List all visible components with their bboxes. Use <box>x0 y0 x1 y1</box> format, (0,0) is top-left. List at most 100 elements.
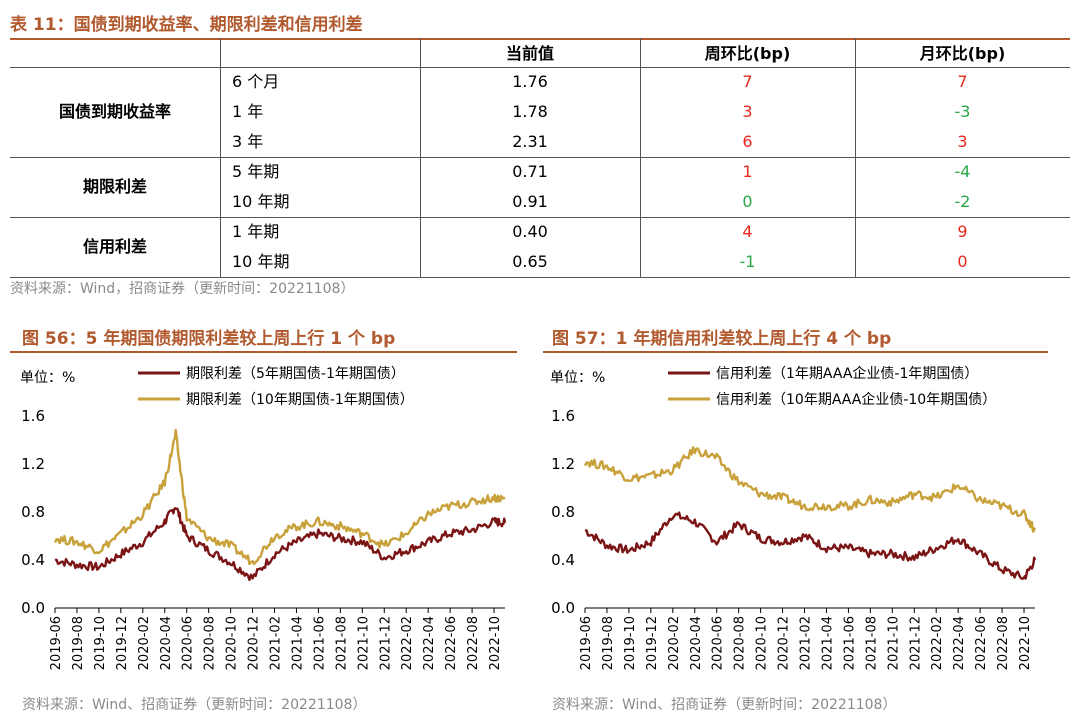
x-tick-label: 2020-02 <box>137 616 152 670</box>
table-current-value: 0.91 <box>512 192 548 211</box>
y-tick-label: 1.6 <box>21 407 45 425</box>
table-mom-value: -3 <box>954 102 971 121</box>
table-group-rule <box>10 157 1070 158</box>
x-tick-label: 2022-04 <box>952 616 967 670</box>
x-tick-label: 2021-08 <box>864 616 879 670</box>
table-mom-value: 7 <box>957 72 968 91</box>
table-wow-value: 0 <box>742 192 753 211</box>
series-line <box>54 507 507 582</box>
table-header-cell: 周环比(bp) <box>704 44 791 63</box>
chart57-plot: 单位：% 信用利差（1年期AAA企业债-1年期国债） 信用利差（10年期AAA企业债… <box>550 365 1037 670</box>
table-title: 表 11：国债到期收益率、期限利差和信用利差 <box>10 15 363 35</box>
y-tick-label: 1.2 <box>551 455 575 473</box>
x-tick-label: 2022-02 <box>930 616 945 670</box>
table-row-label: 6 个月 <box>232 72 280 91</box>
table-row-label: 10 年期 <box>232 252 290 271</box>
chart57-title-rule <box>543 351 1048 353</box>
table-group-rule <box>10 217 1070 218</box>
x-tick-label: 2021-08 <box>334 616 349 670</box>
x-tick-label: 2022-08 <box>466 616 481 670</box>
chart57-title: 图 57：1 年期信用利差较上周上行 4 个 bp <box>552 329 892 349</box>
table-current-value: 0.65 <box>512 252 548 271</box>
x-tick-label: 2020-04 <box>159 616 174 670</box>
x-tick-label: 2022-10 <box>1018 616 1033 670</box>
x-tick-label: 2019-08 <box>71 616 86 670</box>
x-tick-label: 2019-10 <box>93 616 108 670</box>
legend-label: 信用利差（1年期AAA企业债-1年期国债） <box>716 365 978 382</box>
unit-label: 单位：% <box>20 370 75 386</box>
chart56-plot: 单位：% 期限利差（5年期国债-1年期国债） 期限利差（10年期国债-1年期国债） 1… <box>20 366 507 670</box>
x-tick-label: 2020-02 <box>667 616 682 670</box>
x-tick-label: 2020-04 <box>689 616 704 670</box>
y-tick-label: 0.8 <box>21 503 45 521</box>
x-tick-label: 2021-10 <box>886 616 901 670</box>
table-column-divider <box>420 38 421 277</box>
x-tick-label: 2021-04 <box>820 616 835 670</box>
series-line <box>584 511 1037 580</box>
table-mom-value: 3 <box>957 132 968 151</box>
table-header-cell: 月环比(bp) <box>919 44 1006 63</box>
x-tick-label: 2022-06 <box>444 616 459 670</box>
table-current-value: 0.71 <box>512 162 548 181</box>
series-line <box>53 428 506 566</box>
y-tick-label: 0.0 <box>21 599 45 617</box>
y-tick-label: 1.6 <box>551 407 575 425</box>
table-row-label: 3 年 <box>232 132 264 151</box>
x-tick-label: 2019-12 <box>645 616 660 670</box>
x-tick-label: 2020-06 <box>181 616 196 670</box>
x-tick-label: 2021-04 <box>290 616 305 670</box>
y-tick-label: 0.8 <box>551 503 575 521</box>
table-header-rule <box>10 67 1070 68</box>
table-wow-value: 6 <box>742 132 753 151</box>
legend-label: 期限利差（5年期国债-1年期国债） <box>186 366 405 382</box>
table-current-value: 1.76 <box>512 72 548 91</box>
x-tick-label: 2021-12 <box>908 616 923 670</box>
series-line <box>583 446 1037 533</box>
x-tick-label: 2021-06 <box>312 616 327 670</box>
table-group-name: 国债到期收益率 <box>58 102 171 121</box>
table-wow-value: 1 <box>742 162 753 181</box>
x-tick-label: 2019-12 <box>115 616 130 670</box>
table-mom-value: -2 <box>954 192 971 211</box>
chart57-source: 资料来源：Wind、招商证券（更新时间：20221108） <box>552 697 897 713</box>
table-column-divider <box>855 38 856 277</box>
table-mom-value: -4 <box>954 162 971 181</box>
legend-label: 信用利差（10年期AAA企业债-10年期国债） <box>716 391 996 408</box>
x-tick-label: 2022-06 <box>974 616 989 670</box>
table-group-name: 期限利差 <box>82 177 147 196</box>
x-tick-label: 2022-04 <box>422 616 437 670</box>
table-wow-value: 7 <box>742 72 753 91</box>
x-tick-label: 2019-06 <box>579 616 594 670</box>
x-tick-label: 2020-08 <box>733 616 748 670</box>
x-tick-label: 2019-06 <box>49 616 64 670</box>
unit-label: 单位：% <box>550 370 605 386</box>
table-row-label: 1 年期 <box>232 222 280 241</box>
x-tick-label: 2021-02 <box>799 616 814 670</box>
table-mom-value: 9 <box>957 222 968 241</box>
x-tick-label: 2020-12 <box>777 616 792 670</box>
x-tick-label: 2020-06 <box>711 616 726 670</box>
x-tick-label: 2022-02 <box>400 616 415 670</box>
chart56-title-rule <box>10 351 517 353</box>
y-tick-label: 0.4 <box>551 551 575 569</box>
legend-label: 期限利差（10年期国债-1年期国债） <box>186 392 414 408</box>
table-row-label: 10 年期 <box>232 192 290 211</box>
x-tick-label: 2021-12 <box>378 616 393 670</box>
table-wow-value: -1 <box>739 252 756 271</box>
table-header-cell: 当前值 <box>505 44 554 63</box>
table-row-label: 1 年 <box>232 102 264 121</box>
table-column-divider <box>640 38 641 277</box>
y-tick-label: 0.0 <box>551 599 575 617</box>
x-tick-label: 2022-08 <box>996 616 1011 670</box>
table-wow-value: 3 <box>742 102 753 121</box>
table-current-value: 1.78 <box>512 102 548 121</box>
chart56-source: 资料来源：Wind、招商证券（更新时间：20221108） <box>22 697 367 713</box>
x-tick-label: 2022-10 <box>488 616 503 670</box>
x-tick-label: 2021-10 <box>356 616 371 670</box>
table-column-divider <box>220 38 221 277</box>
x-tick-label: 2019-08 <box>601 616 616 670</box>
x-tick-label: 2019-10 <box>623 616 638 670</box>
x-tick-label: 2021-06 <box>842 616 857 670</box>
x-tick-label: 2020-10 <box>225 616 240 670</box>
chart56-title: 图 56：5 年期国债期限利差较上周上行 1 个 bp <box>22 329 396 349</box>
